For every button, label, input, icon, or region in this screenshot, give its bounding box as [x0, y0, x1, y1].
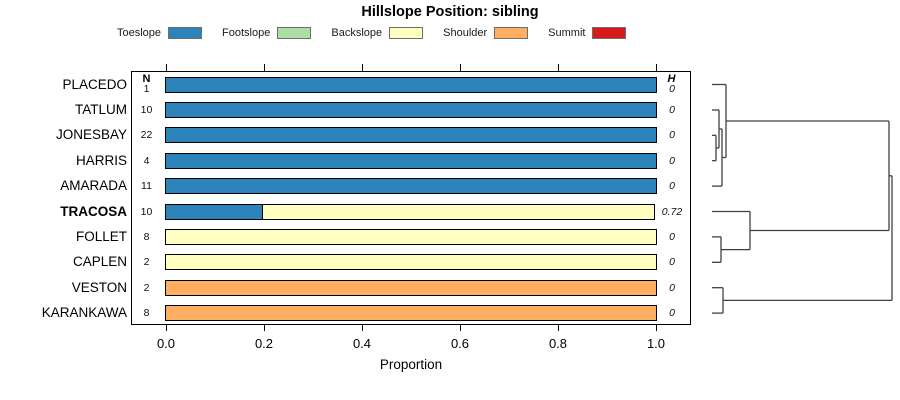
axis-tick-label: 1.0: [646, 336, 666, 351]
legend-item: Summit: [548, 27, 627, 39]
axis-tick-label: 0.4: [352, 336, 372, 351]
stacked-bar: [165, 76, 657, 93]
axis-tick-label: 0.0: [156, 336, 176, 351]
legend-swatch-shoulder: [494, 27, 529, 39]
legend-item: Backslope: [331, 27, 424, 39]
legend-item: Shoulder: [443, 27, 529, 39]
axis-tick-top: [362, 64, 363, 71]
axis-tick-bottom: [264, 324, 265, 331]
n-value: 2: [143, 256, 150, 269]
bar-segment-shoulder: [165, 279, 657, 296]
bar-segment-toeslope: [165, 101, 657, 118]
h-value: 0: [669, 281, 675, 294]
row-label: PLACEDO: [62, 76, 127, 92]
n-value: 1: [143, 83, 150, 95]
n-value: 2: [143, 281, 150, 294]
h-value: 0: [669, 307, 675, 320]
n-value: 22: [140, 129, 153, 142]
row-label: TRACOSA: [60, 203, 127, 219]
axis-tick-top: [460, 64, 461, 71]
chart-title: Hillslope Position: sibling: [361, 4, 539, 20]
bar-segment-toeslope: [165, 178, 657, 195]
axis-tick-top: [166, 64, 167, 71]
legend-swatch-footslope: [277, 27, 312, 39]
stacked-bar: [165, 152, 657, 169]
h-value: 0: [669, 180, 675, 193]
h-value: 0: [669, 230, 675, 243]
bar-segment-toeslope: [165, 127, 657, 144]
row-label: FOLLET: [75, 228, 127, 244]
axis-tick-top: [264, 64, 265, 71]
row-label: KARANKAWA: [41, 305, 127, 321]
axis-tick-bottom: [460, 324, 461, 331]
h-column-header: H: [667, 73, 676, 85]
h-value: 0: [669, 103, 675, 116]
h-value: 0: [669, 154, 675, 167]
stacked-bar: [165, 279, 657, 296]
legend-label: Shoulder: [443, 27, 488, 39]
axis-tick-bottom: [656, 324, 657, 331]
n-value: 11: [141, 180, 152, 193]
bar-segment-toeslope: [165, 152, 657, 169]
bar-segment-backslope: [165, 228, 657, 245]
stacked-bar: [165, 228, 657, 245]
row-label: CAPLEN: [72, 254, 127, 270]
h-value: 0.72: [661, 205, 683, 218]
legend-swatch-summit: [592, 27, 627, 39]
stacked-bar: [165, 101, 657, 118]
legend-swatch-toeslope: [168, 27, 203, 39]
legend-item: Footslope: [222, 27, 312, 39]
h-value: 0: [669, 129, 675, 142]
axis-tick-label: 0.8: [548, 336, 568, 351]
x-axis-label: Proportion: [379, 357, 443, 372]
stacked-bar: [165, 127, 657, 144]
n-value: 8: [143, 230, 150, 243]
legend-swatch-backslope: [389, 27, 424, 39]
n-value: 10: [140, 205, 153, 218]
axis-tick-top: [656, 64, 657, 71]
axis-tick-label: 0.6: [450, 336, 470, 351]
stacked-bar: [165, 203, 657, 220]
axis-tick-bottom: [558, 324, 559, 331]
axis-tick-top: [558, 64, 559, 71]
legend-label: Backslope: [331, 27, 383, 39]
bar-segment-backslope: [165, 254, 657, 271]
axis-tick-label: 0.2: [254, 336, 274, 351]
legend-label: Footslope: [222, 27, 271, 39]
bar-segment-backslope: [261, 203, 656, 220]
legend: Toeslope Footslope Backslope Shoulder Summit: [117, 27, 627, 39]
legend-label: Toeslope: [117, 27, 162, 39]
n-value: 10: [140, 103, 153, 116]
bar-segment-shoulder: [165, 305, 657, 322]
row-label: VESTON: [71, 279, 127, 295]
row-label: AMARADA: [60, 178, 127, 194]
stacked-bar: [165, 178, 657, 195]
h-value: 0: [669, 83, 675, 95]
row-label: JONESBAY: [55, 127, 127, 143]
axis-tick-bottom: [362, 324, 363, 331]
row-label: HARRIS: [75, 152, 127, 168]
stacked-bar: [165, 305, 657, 322]
row-label: TATLUM: [75, 101, 127, 117]
legend-item: Toeslope: [117, 27, 203, 39]
n-value: 4: [143, 154, 150, 167]
bar-segment-toeslope: [165, 76, 657, 93]
n-column-header: N: [142, 73, 151, 85]
n-value: 8: [143, 307, 150, 320]
axis-tick-bottom: [166, 324, 167, 331]
legend-label: Summit: [548, 27, 586, 39]
h-value: 0: [669, 256, 675, 269]
stacked-bar: [165, 254, 657, 271]
